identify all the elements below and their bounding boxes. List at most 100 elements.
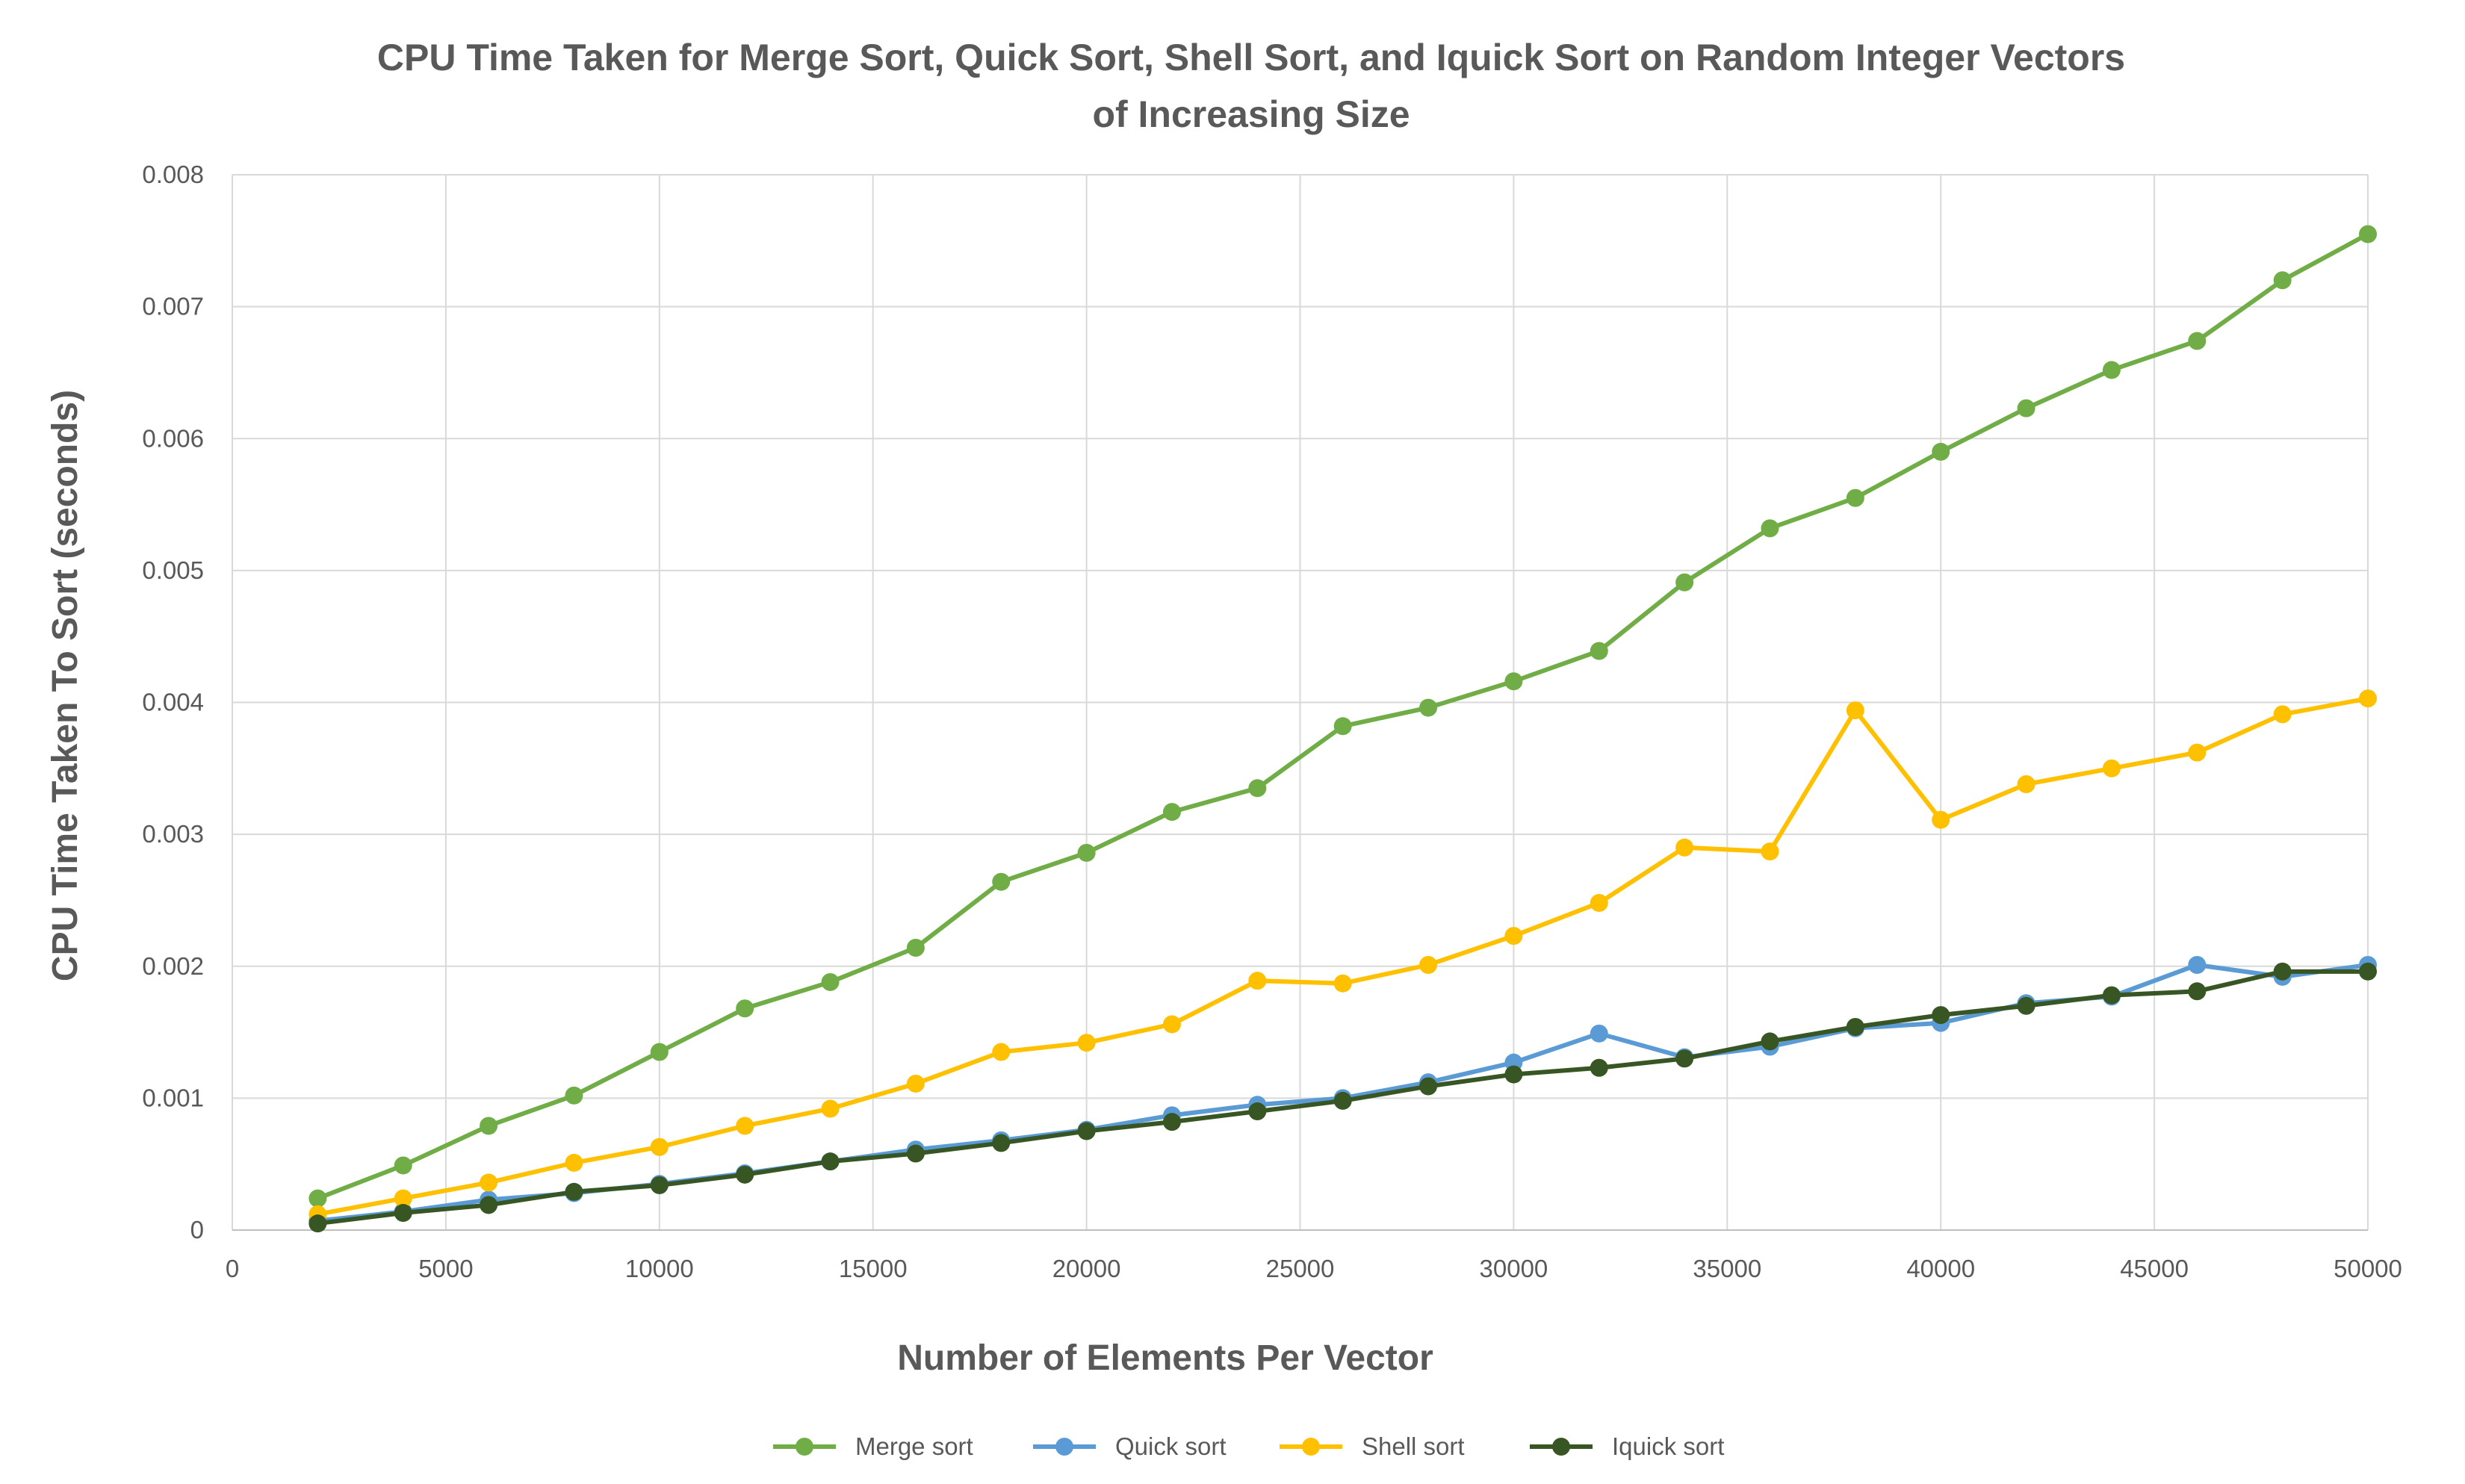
data-point xyxy=(308,1214,327,1233)
x-tick-label: 5000 xyxy=(418,1255,473,1282)
data-point xyxy=(821,1099,840,1118)
data-point xyxy=(1248,779,1267,798)
data-point xyxy=(1675,838,1694,857)
data-point xyxy=(2017,399,2035,417)
data-point xyxy=(1761,519,1779,538)
data-point xyxy=(394,1156,412,1175)
data-point xyxy=(906,939,925,957)
x-tick-label: 50000 xyxy=(2334,1255,2402,1282)
x-tick-label: 15000 xyxy=(839,1255,908,1282)
data-point xyxy=(2102,361,2121,379)
data-point xyxy=(480,1173,498,1192)
data-point xyxy=(1504,1065,1523,1084)
series-line xyxy=(315,696,2370,1217)
data-point xyxy=(1077,1034,1096,1052)
y-tick-label: 0.006 xyxy=(142,424,204,452)
chart-title-line-1: CPU Time Taken for Merge Sort, Quick Sor… xyxy=(377,37,2125,78)
data-point xyxy=(1419,1077,1438,1096)
data-point xyxy=(1077,1122,1096,1140)
data-point xyxy=(2273,705,2292,724)
axes: 0 0.001 0.002 0.003 0.004 0.005 0.006 0.007 0.00… xyxy=(142,161,2402,1282)
data-point xyxy=(650,1176,669,1194)
series-lines xyxy=(308,225,2377,1233)
data-point xyxy=(2273,271,2292,290)
data-point xyxy=(992,872,1011,891)
y-axis-title: CPU Time Taken To Sort (seconds) xyxy=(46,390,85,981)
data-point xyxy=(1846,488,1864,507)
data-point xyxy=(2017,775,2035,794)
data-point xyxy=(906,1144,925,1163)
legend-marker xyxy=(1552,1438,1570,1456)
data-point xyxy=(1932,442,1950,461)
legend-marker xyxy=(1055,1438,1073,1456)
data-point xyxy=(1333,1091,1352,1110)
data-point xyxy=(906,1074,925,1093)
legend-label: Quick sort xyxy=(1115,1432,1227,1460)
data-point xyxy=(1846,1017,1864,1036)
y-tick-label: 0 xyxy=(190,1216,204,1244)
data-point xyxy=(1590,1024,1608,1043)
y-tick-label: 0.001 xyxy=(142,1084,204,1111)
legend: Merge sort Quick sort Shell sort Iquick sor… xyxy=(773,1432,1724,1460)
x-tick-label: 45000 xyxy=(2120,1255,2189,1282)
x-tick-label: 40000 xyxy=(1906,1255,1975,1282)
data-point xyxy=(2188,743,2207,762)
data-point xyxy=(2188,332,2207,350)
data-point xyxy=(1590,893,1608,912)
y-tick-label: 0.008 xyxy=(142,161,204,188)
data-point xyxy=(1162,1113,1181,1131)
data-point xyxy=(821,972,840,991)
data-point xyxy=(1248,972,1267,990)
data-point xyxy=(565,1153,583,1172)
legend-marker xyxy=(1302,1438,1320,1456)
legend-label: Merge sort xyxy=(855,1432,973,1460)
data-point xyxy=(650,1137,669,1156)
data-point xyxy=(992,1043,1011,1061)
data-point xyxy=(1932,1006,1950,1025)
data-point xyxy=(992,1134,1011,1152)
data-point xyxy=(2102,986,2121,1005)
data-point xyxy=(1761,842,1779,861)
data-point xyxy=(1846,701,1864,720)
data-point xyxy=(1077,843,1096,862)
data-point xyxy=(480,1196,498,1214)
gridlines xyxy=(232,174,2369,1230)
x-tick-label: 35000 xyxy=(1693,1255,1761,1282)
x-tick-label: 10000 xyxy=(625,1255,694,1282)
data-point xyxy=(565,1182,583,1201)
y-tick-label: 0.003 xyxy=(142,820,204,848)
data-point xyxy=(736,1165,754,1184)
x-tick-label: 0 xyxy=(226,1255,239,1282)
x-axis-title: Number of Elements Per Vector xyxy=(897,1338,1433,1378)
x-tick-label: 30000 xyxy=(1480,1255,1548,1282)
data-point xyxy=(1504,672,1523,691)
data-point xyxy=(1590,642,1608,660)
data-point xyxy=(1162,803,1181,822)
data-point xyxy=(2359,225,2377,243)
data-point xyxy=(2188,982,2207,1001)
data-point xyxy=(1333,717,1352,736)
data-point xyxy=(2359,962,2377,981)
x-tick-label: 25000 xyxy=(1266,1255,1335,1282)
y-tick-label: 0.002 xyxy=(142,952,204,980)
data-point xyxy=(2188,955,2207,974)
data-point xyxy=(736,1117,754,1135)
legend-label: Iquick sort xyxy=(1612,1432,1724,1460)
data-point xyxy=(480,1117,498,1135)
data-point xyxy=(394,1189,412,1208)
data-point xyxy=(2273,962,2292,981)
data-point xyxy=(2102,759,2121,777)
data-point xyxy=(2017,996,2035,1015)
data-point xyxy=(1419,955,1438,974)
data-point xyxy=(1162,1015,1181,1034)
data-point xyxy=(1248,1102,1267,1121)
series-line xyxy=(315,232,2370,1201)
data-point xyxy=(2359,689,2377,708)
data-point xyxy=(821,1152,840,1171)
data-point xyxy=(1675,1049,1694,1068)
legend-marker xyxy=(796,1438,813,1456)
y-tick-label: 0.007 xyxy=(142,293,204,320)
x-tick-label: 20000 xyxy=(1052,1255,1121,1282)
data-point xyxy=(1504,927,1523,946)
